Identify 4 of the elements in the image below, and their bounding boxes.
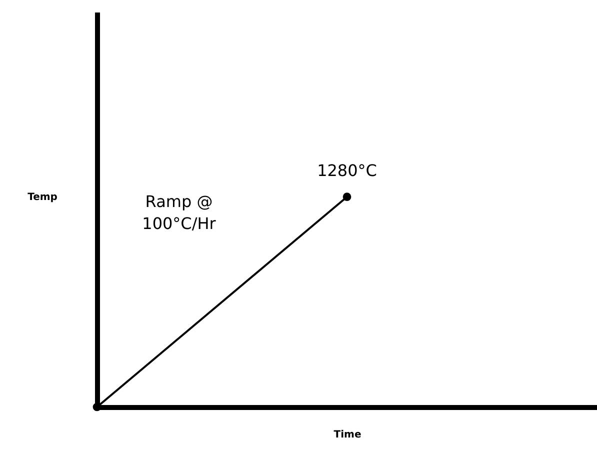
x-axis-title: Time: [334, 430, 362, 440]
annotation: Ramp @ 100°C/Hr: [142, 192, 216, 233]
y-axis-title: Temp: [28, 192, 58, 204]
annotation: 1280°C: [317, 160, 377, 180]
